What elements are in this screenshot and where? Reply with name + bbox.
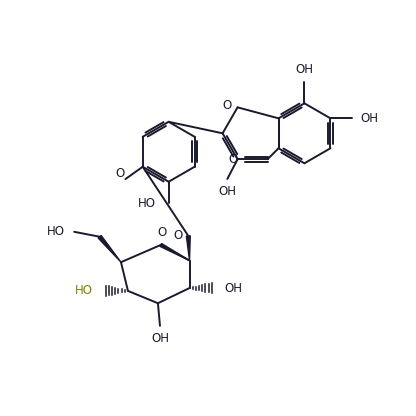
Text: OH: OH bbox=[295, 63, 313, 76]
Text: OH: OH bbox=[151, 332, 169, 344]
Text: OH: OH bbox=[218, 185, 236, 198]
Text: HO: HO bbox=[139, 197, 156, 210]
Text: O: O bbox=[157, 226, 167, 239]
Text: HO: HO bbox=[47, 225, 65, 238]
Text: O: O bbox=[228, 153, 238, 166]
Text: O: O bbox=[222, 99, 231, 112]
Text: O: O bbox=[115, 167, 124, 180]
Text: HO: HO bbox=[75, 285, 93, 297]
Polygon shape bbox=[186, 236, 190, 260]
Polygon shape bbox=[160, 243, 190, 260]
Text: O: O bbox=[173, 228, 183, 242]
Text: OH: OH bbox=[224, 282, 243, 295]
Text: OH: OH bbox=[361, 112, 379, 125]
Polygon shape bbox=[98, 235, 121, 262]
